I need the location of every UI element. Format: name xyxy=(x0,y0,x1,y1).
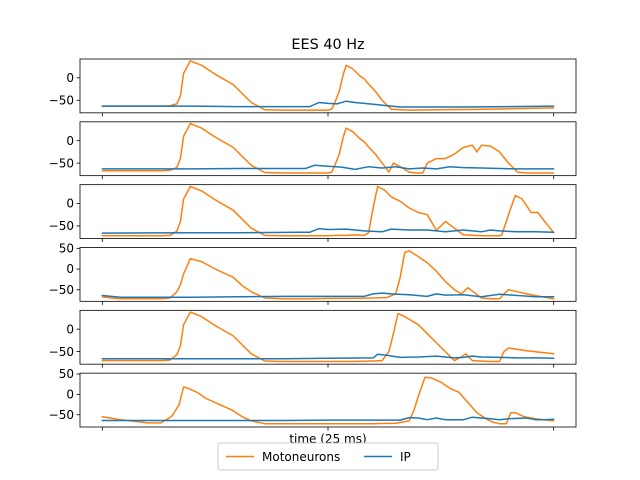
y-tick-label: −50 xyxy=(49,283,74,297)
panel-3: 0 −50 xyxy=(49,184,577,242)
y-tick-label: 0 xyxy=(66,388,74,402)
y-tick-label: −50 xyxy=(49,219,74,233)
panel-5: 0 −50 xyxy=(49,309,577,368)
axes-frame xyxy=(79,121,577,177)
series-line-motoneurons xyxy=(101,311,555,363)
y-tick-label: −50 xyxy=(49,408,74,422)
series-line-ip xyxy=(101,292,555,298)
legend-label: IP xyxy=(400,450,411,464)
y-tick-label: 0 xyxy=(66,322,74,336)
series-line-motoneurons xyxy=(101,60,555,111)
legend-label: Motoneurons xyxy=(262,450,340,464)
y-tick-label: 50 xyxy=(59,242,74,256)
y-tick-label: −50 xyxy=(49,156,74,170)
y-tick-label: 0 xyxy=(66,262,74,276)
y-tick-label: 50 xyxy=(59,367,74,381)
chart-title: EES 40 Hz xyxy=(291,37,364,53)
panel-1: 0 −50 xyxy=(49,58,577,117)
series-line-ip xyxy=(101,416,555,422)
series-line-motoneurons xyxy=(101,376,555,425)
axes-frame xyxy=(79,247,577,302)
panel-6: 50 0 −50 xyxy=(49,367,577,431)
y-tick-label: 0 xyxy=(66,134,74,148)
series-line-motoneurons xyxy=(101,122,555,174)
series-line-ip xyxy=(101,100,555,108)
series-line-ip xyxy=(101,164,555,171)
y-tick-label: −50 xyxy=(49,93,74,107)
panels-group: 0 −50 0 −50 0 −50 50 0 −50 0 −50 50 0 −50 xyxy=(49,58,577,431)
series-line-motoneurons xyxy=(101,250,555,300)
axes-frame xyxy=(79,58,577,114)
legend: Motoneurons IP xyxy=(217,442,439,471)
y-tick-label: 0 xyxy=(66,197,74,211)
series-line-motoneurons xyxy=(101,185,555,237)
panel-2: 0 −50 xyxy=(49,121,577,180)
y-tick-label: −50 xyxy=(49,345,74,359)
series-line-ip xyxy=(101,227,555,234)
panel-4: 50 0 −50 xyxy=(49,242,577,305)
series-line-ip xyxy=(101,353,555,360)
y-tick-label: 0 xyxy=(66,71,74,85)
legend-frame xyxy=(217,442,439,471)
